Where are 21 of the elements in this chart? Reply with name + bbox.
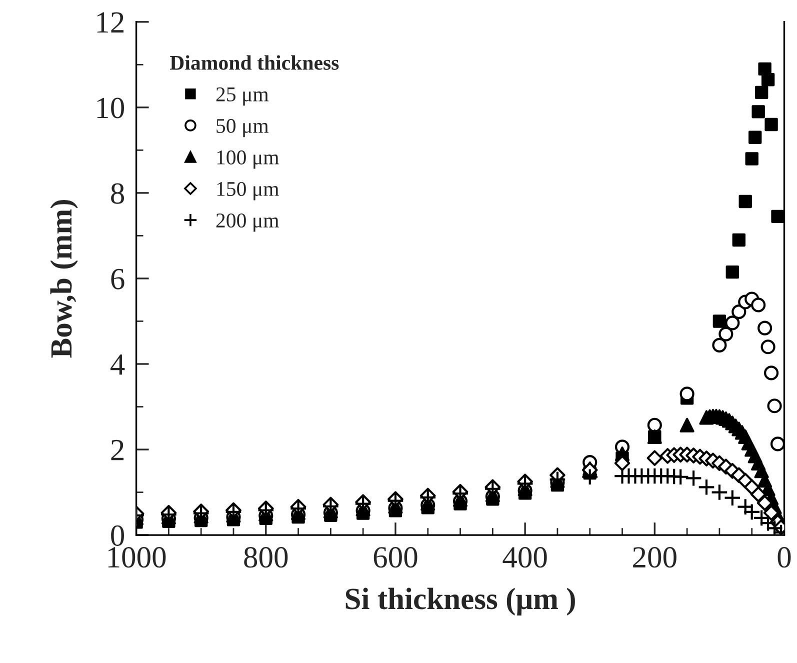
y-tick-label: 10 (97, 98, 124, 118)
legend-label: 150 μm (217, 182, 279, 200)
x-tick-label: 200 (633, 547, 676, 568)
y-tick-label: 12 (97, 12, 124, 32)
y-tick-label: 2 (111, 440, 124, 460)
x-axis-title: Si thickness (μm ) (346, 588, 575, 616)
legend-label: 50 μm (216, 118, 269, 138)
legend-label: 25 μm (216, 87, 269, 106)
legend-title: Diamond thickness (170, 55, 339, 70)
legend-label: 100 μm (217, 150, 279, 169)
x-tick-label: 400 (502, 547, 547, 568)
x-tick-label: 1000 (108, 547, 166, 568)
y-tick-label: 8 (111, 183, 124, 204)
y-tick-label: 6 (111, 268, 124, 290)
y-axis-title: Bow,b (mm) (50, 200, 78, 358)
x-tick-label: 800 (244, 547, 288, 568)
x-tick-label: 600 (374, 547, 418, 568)
legend-label: 200 μm (216, 213, 279, 232)
y-tick-label: 4 (110, 354, 125, 375)
y-tick-label: 0 (111, 525, 124, 546)
x-tick-label: 0 (778, 547, 791, 568)
